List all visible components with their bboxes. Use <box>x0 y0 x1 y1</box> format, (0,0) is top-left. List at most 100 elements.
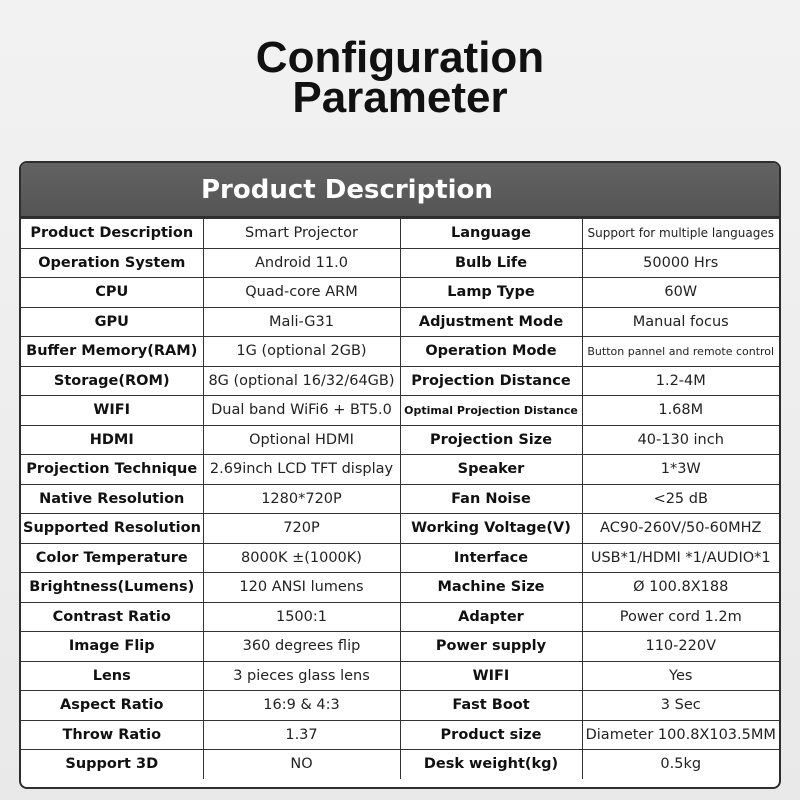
spec-value: 8G (optional 16/32/64GB) <box>208 372 395 389</box>
table-cell: Android 11.0 <box>202 247 401 278</box>
spec-value: Mali-G31 <box>269 313 334 330</box>
table-row: Storage(ROM) 8G (optional 16/32/64GB) Proj… <box>21 365 779 396</box>
table-cell: 720P <box>202 513 401 544</box>
table-cell: <25 dB <box>581 483 779 514</box>
spec-value: 0.5kg <box>660 756 702 773</box>
spec-label: GPU <box>94 313 129 330</box>
table-row: Projection Technique 2.69inch LCD TFT dis… <box>21 454 779 485</box>
spec-label: CPU <box>95 284 129 301</box>
table-cell: Bulb Life <box>399 247 583 278</box>
table-row: Aspect Ratio 16:9 & 4:3 Fast Boot 3 Sec <box>21 690 779 721</box>
table-cell: 3 Sec <box>581 690 779 721</box>
spec-value: 8000K ±(1000K) <box>241 549 362 566</box>
table-row: CPU Quad-core ARM Lamp Type 60W <box>21 277 779 308</box>
spec-value: Quad-core ARM <box>245 284 358 301</box>
table-cell: 0.5kg <box>581 749 779 779</box>
table-cell: Support 3D <box>21 749 204 779</box>
table-row: GPU Mali-G31 Adjustment Mode Manual focus <box>21 306 779 337</box>
spec-value: USB*1/HDMI *1/AUDIO*1 <box>590 549 771 566</box>
table-cell: USB*1/HDMI *1/AUDIO*1 <box>581 542 779 573</box>
table-cell: 8G (optional 16/32/64GB) <box>202 365 401 396</box>
table-cell: Speaker <box>399 454 583 485</box>
spec-label: Machine Size <box>437 579 545 596</box>
spec-label: Working Voltage(V) <box>411 520 571 537</box>
table-cell: GPU <box>21 306 204 337</box>
table-cell: 1280*720P <box>202 483 401 514</box>
table-cell: Yes <box>581 660 779 691</box>
spec-label: Throw Ratio <box>62 726 162 743</box>
spec-value: 3 Sec <box>660 697 701 714</box>
table-cell: Mali-G31 <box>202 306 401 337</box>
spec-value: 1.37 <box>285 726 318 743</box>
table-cell: Product Description <box>21 218 204 249</box>
spec-value: Power cord 1.2m <box>619 608 742 625</box>
table-cell: Language <box>399 218 583 249</box>
spec-value: Yes <box>669 667 693 684</box>
table-cell: Throw Ratio <box>21 719 204 750</box>
table-cell: 16:9 & 4:3 <box>202 690 401 721</box>
spec-label: Support 3D <box>65 756 159 773</box>
table-cell: Desk weight(kg) <box>399 749 583 779</box>
table-row: Throw Ratio 1.37 Product size Diameter 100.… <box>21 719 779 750</box>
spec-label: Lamp Type <box>447 284 535 301</box>
table-cell: Operation Mode <box>399 336 583 367</box>
spec-label: Supported Resolution <box>23 520 201 537</box>
spec-label: Buffer Memory(RAM) <box>26 343 198 360</box>
table-cell: Native Resolution <box>21 483 204 514</box>
spec-label: Desk weight(kg) <box>423 756 559 773</box>
table-cell: Storage(ROM) <box>21 365 204 396</box>
spec-value: 120 ANSI lumens <box>239 579 364 596</box>
table-cell: Power supply <box>399 631 583 662</box>
spec-label: Projection Distance <box>411 372 571 389</box>
table-cell: CPU <box>21 277 204 308</box>
table-cell: Image Flip <box>21 631 204 662</box>
table-cell: Working Voltage(V) <box>399 513 583 544</box>
table-cell: 60W <box>581 277 779 308</box>
spec-value: Dual band WiFi6 + BT5.0 <box>211 402 392 419</box>
table-row: HDMI Optional HDMI Projection Size 40-130 i… <box>21 424 779 455</box>
table-row: Operation System Android 11.0 Bulb Life 500… <box>21 247 779 278</box>
table-row: Image Flip 360 degrees flip Power supply 11… <box>21 631 779 662</box>
spec-label: Bulb Life <box>454 254 528 271</box>
table-cell: 1.2-4M <box>581 365 779 396</box>
table-row: WIFI Dual band WiFi6 + BT5.0 Optimal Proje… <box>21 395 779 426</box>
spec-label: Projection Technique <box>26 461 198 478</box>
table-cell: 1500:1 <box>202 601 401 632</box>
spec-label: Native Resolution <box>39 490 185 507</box>
table-row: Supported Resolution 720P Working Voltage(… <box>21 513 779 544</box>
table-cell: 1G (optional 2GB) <box>202 336 401 367</box>
table-cell: 8000K ±(1000K) <box>202 542 401 573</box>
table-row: Color Temperature 8000K ±(1000K) Interface… <box>21 542 779 573</box>
page-title: Configuration Parameter <box>255 33 545 122</box>
table-cell: Fan Noise <box>399 483 583 514</box>
spec-value: 50000 Hrs <box>643 254 719 271</box>
spec-value: 1500:1 <box>275 608 327 625</box>
spec-label: HDMI <box>89 431 134 448</box>
table-cell: Projection Size <box>399 424 583 455</box>
spec-value: Support for multiple languages <box>587 226 774 241</box>
table-cell: Ø 100.8X188 <box>581 572 779 603</box>
table-cell: WIFI <box>399 660 583 691</box>
spec-label: Power supply <box>435 638 547 655</box>
table-cell: 2.69inch LCD TFT display <box>202 454 401 485</box>
table-caption: Product Description <box>21 163 779 218</box>
spec-label: Adapter <box>458 608 524 625</box>
spec-label: Language <box>450 225 532 242</box>
spec-label: Contrast Ratio <box>52 608 171 625</box>
spec-label: WIFI <box>93 402 131 419</box>
spec-label: Operation System <box>38 254 186 271</box>
spec-value: 1.2-4M <box>655 372 706 389</box>
spec-value: Diameter 100.8X103.5MM <box>585 726 776 743</box>
spec-label: Product Description <box>30 225 194 242</box>
spec-value: Android 11.0 <box>255 254 348 271</box>
table-cell: Product size <box>399 719 583 750</box>
table-cell: NO <box>202 749 401 779</box>
table-cell: Brightness(Lumens) <box>21 572 204 603</box>
table-cell: Manual focus <box>581 306 779 337</box>
title-block: Configuration Parameter <box>0 33 800 122</box>
spec-label: Color Temperature <box>35 549 188 566</box>
table-cell: Diameter 100.8X103.5MM <box>581 719 779 750</box>
spec-value: 1280*720P <box>261 490 342 507</box>
spec-label: Projection Size <box>429 431 553 448</box>
